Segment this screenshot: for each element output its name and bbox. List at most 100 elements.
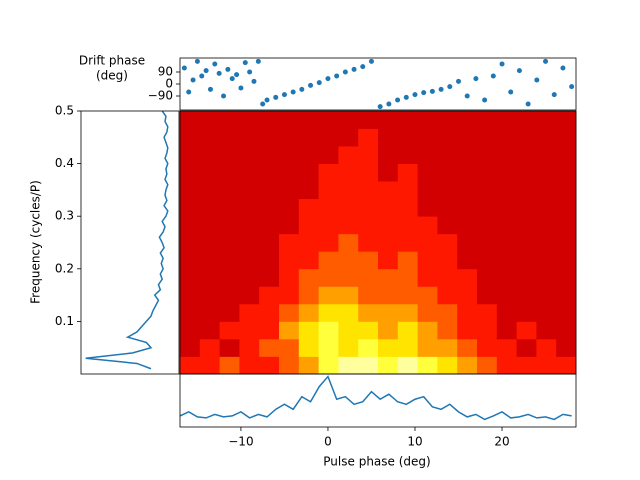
heatmap-cell — [378, 233, 399, 252]
heatmap-cell — [536, 111, 557, 129]
heatmap-cell — [477, 181, 498, 200]
drift-point — [412, 92, 418, 98]
profile-line — [85, 110, 169, 370]
drift-point — [199, 73, 205, 79]
heatmap-cell — [477, 146, 498, 164]
heatmap-cell — [417, 356, 438, 375]
heatmap-cell — [417, 216, 438, 235]
heatmap-cell — [199, 128, 220, 147]
heatmap-cell — [180, 163, 201, 182]
heatmap-cell — [279, 146, 300, 164]
heatmap-cell — [378, 181, 399, 200]
heatmap-cell — [457, 268, 478, 287]
heatmap-cell — [219, 268, 240, 287]
drift-point — [560, 65, 566, 71]
heatmap-cell — [437, 338, 458, 357]
heatmap-cell — [457, 181, 478, 200]
heatmap-cell — [397, 216, 418, 235]
drift-point — [325, 76, 331, 82]
drift-point — [264, 97, 270, 103]
heatmap-cell — [259, 251, 280, 270]
drift-point — [464, 93, 470, 99]
heatmap-cell — [378, 338, 399, 357]
spine — [80, 110, 180, 375]
heatmap-cell — [536, 146, 557, 164]
heatmap-cell — [556, 356, 577, 375]
heatmap-cell — [259, 216, 280, 235]
y-tick-label: 0.5 — [55, 104, 74, 118]
heatmap-cell — [298, 128, 319, 147]
heatmap-cell — [437, 198, 458, 217]
heatmap-cell — [279, 111, 300, 129]
heatmap-cell — [496, 251, 517, 270]
drift-point — [377, 104, 383, 110]
heatmap-cell — [378, 216, 399, 235]
heatmap-cell — [259, 146, 280, 164]
drift-point — [351, 66, 357, 72]
heatmap-cell — [318, 128, 339, 147]
heatmap-cell — [180, 338, 201, 357]
heatmap-cell — [477, 338, 498, 357]
heatmap-cell — [536, 216, 557, 235]
heatmap-cell — [219, 111, 240, 129]
heatmap-cell — [298, 146, 319, 164]
heatmap-cell — [358, 198, 379, 217]
heatmap-cell — [437, 251, 458, 270]
drift-point — [456, 78, 462, 84]
heatmap-cell — [338, 356, 359, 375]
y-tick-label: 0.4 — [55, 156, 74, 170]
heatmap-cell — [239, 111, 260, 129]
heatmap-cell — [298, 268, 319, 287]
heatmap-cell — [358, 128, 379, 147]
drift-point — [447, 84, 453, 90]
heatmap-cell — [516, 251, 537, 270]
drift-point — [508, 89, 514, 95]
heatmap-cell — [219, 181, 240, 200]
heatmap-cell — [477, 128, 498, 147]
heatmap-cell — [180, 198, 201, 217]
heatmap-cell — [516, 286, 537, 305]
heatmap-cell — [219, 216, 240, 235]
drift-point — [181, 65, 187, 71]
heatmap-cell — [239, 181, 260, 200]
heatmap-cell — [298, 286, 319, 305]
heatmap-cell — [536, 303, 557, 322]
heatmap-cell — [457, 251, 478, 270]
heatmap-cell — [536, 356, 557, 375]
heatmap-cell — [338, 198, 359, 217]
drift-point — [203, 68, 209, 74]
drift-point — [360, 64, 366, 70]
heatmap-cell — [358, 251, 379, 270]
heatmap-cell — [417, 321, 438, 340]
heatmap-cell — [397, 181, 418, 200]
heatmap-cell — [437, 268, 458, 287]
heatmap-cell — [556, 321, 577, 340]
heatmap-cell — [239, 163, 260, 182]
heatmap-cell — [180, 216, 201, 235]
drift-point — [242, 60, 248, 66]
heatmap-cell — [358, 216, 379, 235]
heatmap-cell — [298, 163, 319, 182]
heatmap-cell — [477, 303, 498, 322]
heatmap-cell — [338, 128, 359, 147]
heatmap-cell — [378, 111, 399, 129]
heatmap-cell — [338, 251, 359, 270]
heatmap-cell — [417, 128, 438, 147]
heatmap-cell — [180, 181, 201, 200]
heatmap-cell — [477, 251, 498, 270]
heatmap-cell — [417, 251, 438, 270]
heatmap-cell — [199, 233, 220, 252]
drift-point — [308, 82, 314, 88]
heatmap-cell — [397, 128, 418, 147]
heatmap-cell — [239, 268, 260, 287]
drift-point — [260, 101, 266, 107]
y-axis-label: Frequency (cycles/P) — [29, 180, 43, 304]
heatmap-cell — [279, 216, 300, 235]
y-tick-label: 0.3 — [55, 209, 74, 223]
heatmap-cell — [199, 338, 220, 357]
heatmap-cell — [536, 286, 557, 305]
heatmap-cell — [259, 198, 280, 217]
heatmap-cell — [199, 321, 220, 340]
heatmap-cell — [279, 356, 300, 375]
heatmap-cell — [219, 233, 240, 252]
